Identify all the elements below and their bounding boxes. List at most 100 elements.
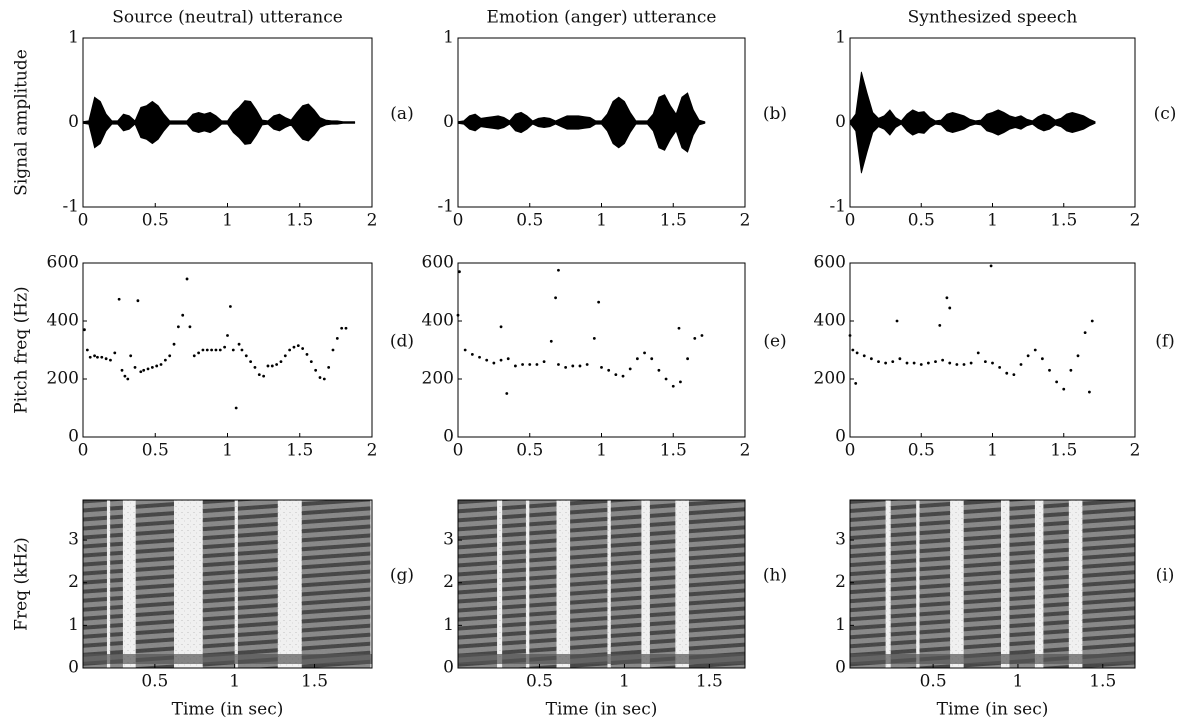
pitch-point [155,364,159,368]
voiced-segment [1009,500,1035,668]
pitch-point [934,360,937,363]
pitch-point [275,363,279,366]
voiced-segment [202,500,235,668]
pitch-point [948,306,952,310]
panel-label: (g) [390,566,414,586]
x-tick-label: 0 [845,211,856,231]
x-tick-label: 0.5 [142,211,169,231]
y-tick-label: 1 [835,28,846,48]
pitch-point [571,364,575,368]
pitch-point [176,325,180,329]
x-tick-label: 1 [596,441,607,461]
pitch-point [331,348,335,352]
pitch-point [528,363,532,366]
pitch-point [168,354,172,358]
pitch-point [288,348,292,352]
y-tick-label: 200 [47,369,79,389]
voiced-segment [850,500,886,668]
waveform-upper [849,71,1096,123]
pitch-point [485,358,489,362]
pitch-point [898,357,902,361]
pitch-point [1005,371,1009,375]
pitch-point [578,364,582,368]
x-tick-label: 0.5 [526,672,553,692]
pitch-point [139,370,143,374]
x-tick-label: 1 [229,672,240,692]
pitch-point [159,363,163,366]
pitch-point [1090,319,1094,323]
x-tick-label: 1 [596,211,607,231]
voiced-segment [890,500,917,668]
voiced-segment [110,500,123,668]
pitch-point [1055,380,1059,384]
pitch-point [600,366,603,369]
pitch-point [100,355,104,359]
pitch-point [1033,348,1037,352]
pitch-point [895,319,899,323]
pitch-point [113,351,117,355]
y-tick-label: 2 [68,572,79,592]
pitch-point [478,355,481,359]
pitch-point [83,328,86,332]
y-tick-label: 1 [443,615,454,635]
x-tick-label: 0.5 [516,211,543,231]
voiced-segment [649,500,676,668]
pitch-point [292,345,296,349]
pitch-point [506,357,510,361]
y-tick-label: 600 [814,253,846,273]
pitch-point [340,326,344,330]
pitch-point [535,363,539,366]
column-title: Synthesized speech [908,8,1078,28]
pitch-point [109,358,112,362]
y-tick-label: 3 [835,530,846,550]
pitch-point [223,345,227,349]
x-tick-label: 1.5 [660,211,687,231]
y-tick-label: 3 [68,530,79,550]
pitch-point [327,366,331,369]
pitch-point [218,348,222,352]
pitch-point [1069,368,1073,372]
y-tick-label: 0 [835,658,846,678]
y-tick-label: 0 [68,427,79,447]
y-axis-label: Freq (kHz) [12,537,32,631]
pitch-point [607,368,611,372]
y-tick-label: 1 [68,28,79,48]
x-tick-label: 0.5 [142,441,169,461]
pitch-point [941,358,945,362]
pitch-point [296,344,300,348]
pitch-point [146,367,150,371]
x-tick-label: 1 [619,672,630,692]
low-band [458,654,745,664]
pitch-point [557,363,560,366]
x-tick-label: 2 [740,211,751,231]
voiced-segment [1082,500,1135,668]
y-tick-label: 2 [835,572,846,592]
voiced-segment [502,500,526,668]
y-tick-label: 400 [47,311,79,331]
y-tick-label: 400 [814,311,846,331]
x-tick-label: 1 [987,211,998,231]
x-tick-label: 2 [1130,441,1141,461]
column-title: Emotion (anger) utterance [487,8,717,28]
y-tick-label: 0 [835,427,846,447]
pitch-point [96,355,99,359]
x-axis-label: Time (in sec) [937,700,1049,720]
pitch-point [228,305,232,308]
waveform-lower [849,122,1096,174]
pitch-point [884,361,888,365]
pitch-point [1026,354,1030,358]
pitch-point [514,364,517,368]
pitch-point [1012,373,1016,377]
x-tick-label: 1.5 [286,211,313,231]
panel-label: (e) [763,332,786,352]
pitch-point [283,354,287,358]
waveform-upper [457,92,706,123]
pitch-point [679,380,682,384]
pitch-point [521,363,524,366]
axes-frame [849,262,1136,438]
x-tick-label: 1.5 [1089,672,1116,692]
waveform-lower [457,122,706,153]
pitch-point [88,355,92,359]
pitch-point [1083,331,1087,334]
